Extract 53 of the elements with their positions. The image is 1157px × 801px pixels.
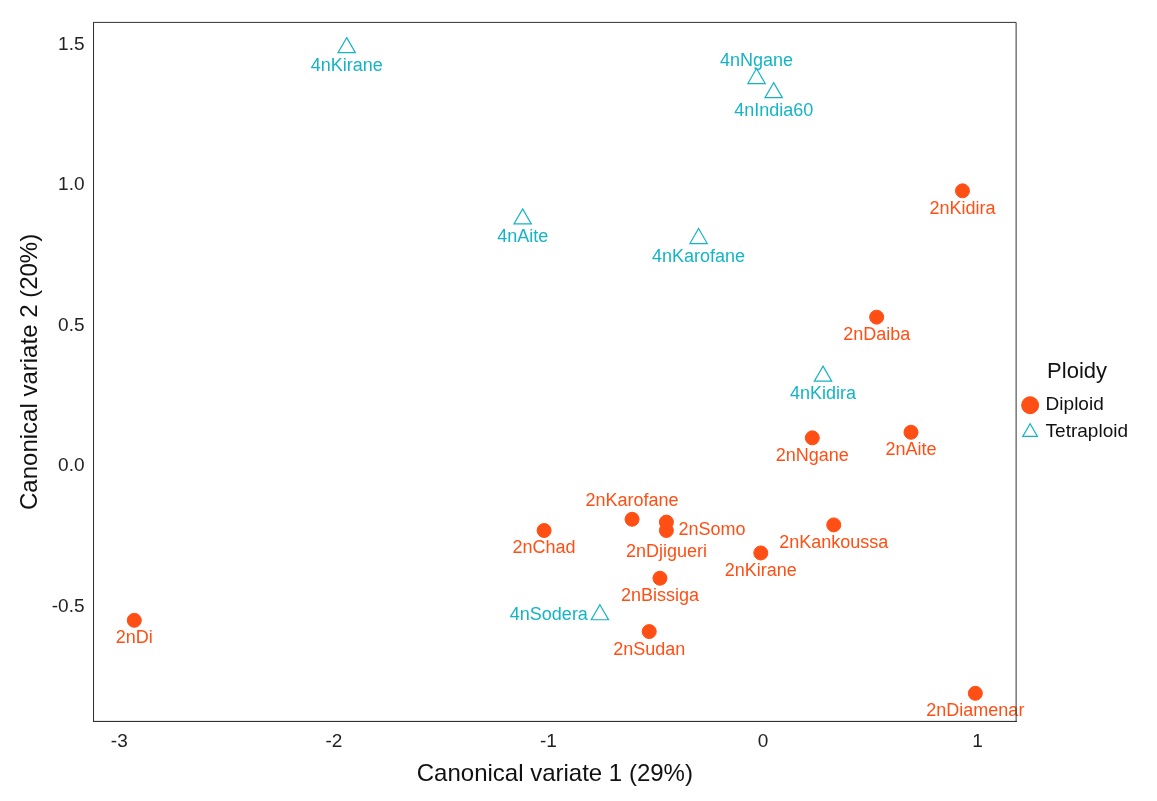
x-tick-label: -2 — [325, 730, 343, 752]
annotation: 4nNgane — [719, 49, 794, 70]
point — [967, 685, 983, 701]
annotation: 4nSodera — [509, 603, 589, 624]
x-tick-label: -3 — [110, 730, 128, 752]
annotation: 4nKarofane — [652, 245, 746, 266]
point — [536, 523, 552, 539]
y-tick-label: 0.0 — [58, 454, 85, 476]
point — [869, 309, 885, 325]
annotation: 2nKirane — [724, 559, 797, 580]
annotation: 2nNgane — [775, 444, 849, 465]
y-tick-label: -0.5 — [51, 594, 85, 616]
point — [764, 81, 783, 99]
legend-label: Diploid — [1045, 393, 1104, 415]
y-tick-label: 1.5 — [58, 33, 85, 55]
y-axis-title: Canonical variate 2 (20%) — [15, 233, 43, 510]
point — [826, 517, 842, 533]
annotation: 4nAite — [497, 225, 549, 246]
annotation: 2nKidira — [929, 197, 997, 218]
legend-label: Tetraploid — [1045, 420, 1129, 442]
annotation: 4nKidira — [790, 383, 858, 404]
point — [813, 365, 833, 382]
legend-title: Ploidy — [1047, 358, 1108, 384]
point — [954, 183, 970, 199]
annotation: 2nDiamenar — [926, 700, 1025, 721]
x-tick-label: -1 — [539, 730, 557, 752]
annotation: 2nDi — [115, 627, 153, 648]
y-tick-label: 0.5 — [58, 313, 85, 335]
point — [753, 545, 769, 561]
point — [337, 37, 356, 54]
annotation: 2nBissiga — [620, 585, 700, 606]
annotation: 2nSudan — [613, 638, 686, 659]
annotation: 2nChad — [512, 537, 576, 558]
point — [624, 511, 640, 527]
annotation: 2nDjigueri — [625, 541, 707, 562]
point — [689, 227, 708, 245]
point — [641, 624, 657, 640]
x-tick-label: 1 — [972, 730, 983, 752]
x-axis-title: Canonical variate 1 (29%) — [416, 759, 693, 787]
annotation: 4nIndia60 — [734, 99, 814, 120]
annotation: 2nSomo — [678, 519, 746, 540]
annotation: 4nKirane — [310, 54, 383, 75]
annotation: 2nDaiba — [843, 324, 912, 345]
annotation: 2nAite — [885, 439, 937, 460]
point — [652, 570, 668, 586]
annotation: 2nKarofane — [585, 490, 679, 511]
x-tick-label: 0 — [757, 730, 769, 752]
y-tick-label: 1.0 — [58, 173, 85, 195]
point — [804, 430, 820, 446]
point — [903, 424, 919, 440]
point — [126, 612, 142, 628]
point — [513, 208, 532, 225]
annotation: 2nKankoussa — [779, 531, 890, 552]
